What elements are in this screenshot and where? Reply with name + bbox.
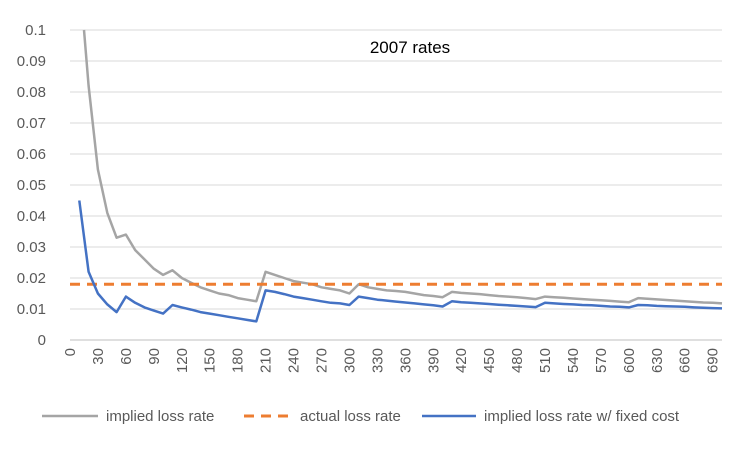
x-tick-label: 180 [230, 348, 247, 373]
series-line-3 [78, 200, 723, 323]
y-tick-label: 0.06 [17, 146, 46, 163]
x-tick-label: 240 [286, 348, 303, 373]
legend-label: actual loss rate [300, 408, 401, 425]
y-tick-label: 0.05 [17, 177, 46, 194]
x-tick-label: 450 [481, 348, 498, 373]
y-axis-ticks: 0 0.01 0.02 0.03 0.04 0.05 0.06 0.07 0.08 0.09 0.1 [17, 22, 46, 349]
x-tick-label: 390 [425, 348, 442, 373]
y-tick-label: 0 [38, 332, 46, 349]
x-tick-label: 360 [397, 348, 414, 373]
x-tick-label: 330 [369, 348, 386, 373]
x-tick-label: 420 [453, 348, 470, 373]
x-tick-label: 540 [565, 348, 582, 373]
series-lines [70, 29, 723, 323]
x-tick-label: 570 [593, 348, 610, 373]
x-tick-label: 30 [90, 348, 107, 365]
x-tick-label: 660 [677, 348, 694, 373]
y-tick-label: 0.09 [17, 53, 46, 70]
x-tick-label: 510 [537, 348, 554, 373]
y-tick-label: 0.01 [17, 301, 46, 318]
x-tick-label: 210 [258, 348, 275, 373]
y-tick-label: 0.02 [17, 270, 46, 287]
x-tick-label: 90 [146, 348, 163, 365]
series-line-1 [82, 29, 723, 305]
chart-title: 2007 rates [370, 38, 450, 57]
x-tick-label: 150 [202, 348, 219, 373]
x-tick-label: 630 [649, 348, 666, 373]
x-tick-label: 300 [341, 348, 358, 373]
y-tick-label: 0.1 [25, 22, 46, 39]
y-tick-label: 0.03 [17, 239, 46, 256]
y-tick-label: 0.04 [17, 208, 46, 225]
y-tick-label: 0.08 [17, 84, 46, 101]
x-axis-ticks: 0 30 60 90 120 150 180 210 240 270 300 330 360 390 420… [62, 348, 722, 373]
x-tick-label: 480 [509, 348, 526, 373]
x-tick-label: 270 [313, 348, 330, 373]
legend-label: implied loss rate w/ fixed cost [484, 408, 680, 425]
x-tick-label: 690 [705, 348, 722, 373]
x-tick-label: 60 [118, 348, 135, 365]
x-tick-label: 120 [174, 348, 191, 373]
legend-label: implied loss rate [106, 408, 214, 425]
x-tick-label: 0 [62, 348, 79, 356]
y-tick-label: 0.07 [17, 115, 46, 132]
legend: implied loss rate actual loss rate implied… [42, 408, 680, 425]
gridlines [70, 29, 722, 341]
x-tick-label: 600 [621, 348, 638, 373]
